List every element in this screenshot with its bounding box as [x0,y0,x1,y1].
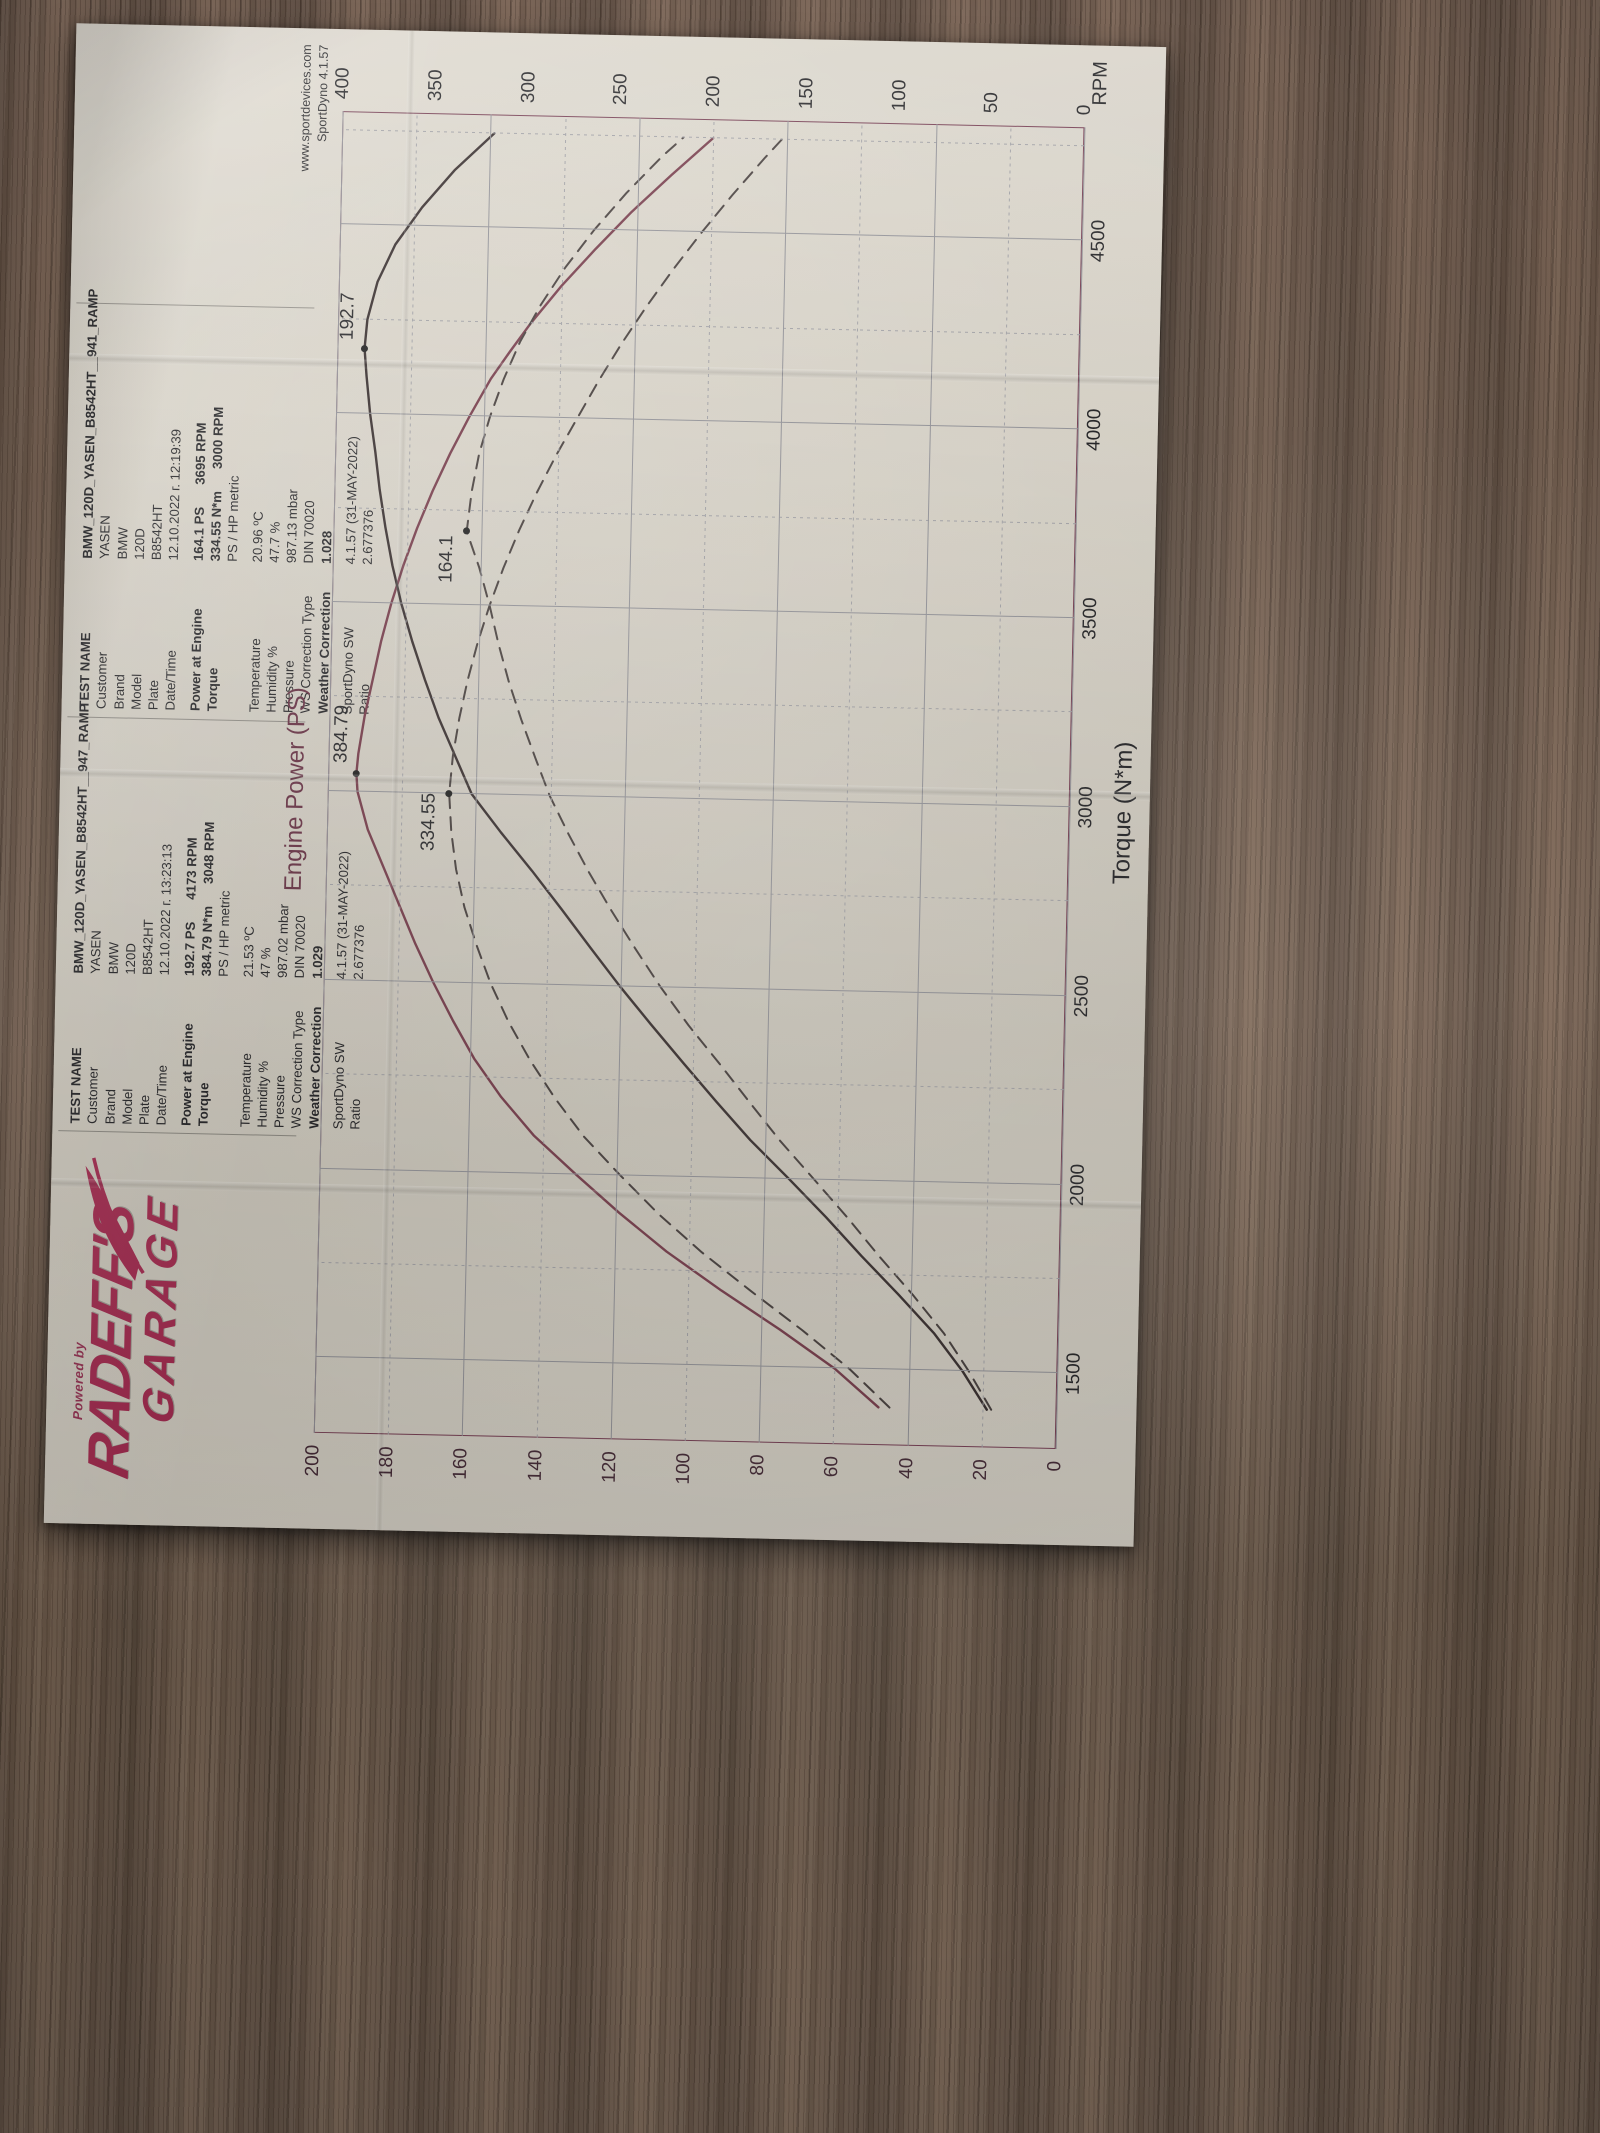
series-power [363,132,988,1411]
logo-swoosh-icon [85,1157,145,1281]
dyno-printout-sheet: Powered by RADEFF'S GARAGE TEST NAMEBMW_… [43,23,1167,1547]
chart-curves [355,132,993,1411]
dyno-chart: 1500200025003000350040004500020406080100… [280,61,1138,1485]
radeffs-garage-logo: Powered by RADEFF'S GARAGE [67,1150,224,1483]
printout-content: Powered by RADEFF'S GARAGE TEST NAMEBMW_… [44,23,1166,1546]
printout-header: Powered by RADEFF'S GARAGE TEST NAMEBMW_… [44,23,376,1528]
series-torque [448,138,891,1409]
series-torque [355,136,880,1409]
series-power [465,136,993,1411]
